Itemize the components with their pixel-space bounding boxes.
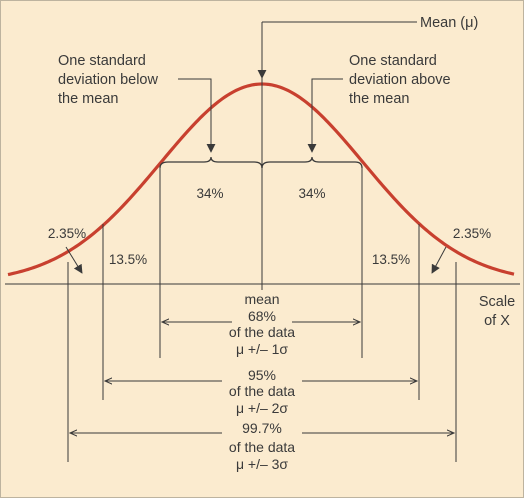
- range-3-desc: of the data: [229, 439, 295, 455]
- mean-mu-label: Mean (μ): [420, 15, 478, 31]
- pct-13-5-right: 13.5%: [372, 252, 410, 267]
- pct-13-5-left: 13.5%: [109, 252, 147, 267]
- below-label-line-1: One standard: [58, 53, 146, 69]
- scale-label-line-2: of X: [484, 313, 510, 329]
- pct-34-right: 34%: [298, 186, 325, 201]
- range-2-desc: of the data: [229, 383, 295, 399]
- range-1-pct: 68%: [248, 308, 276, 324]
- below-label-line-2: deviation below: [58, 72, 158, 88]
- range-1-mask: [232, 290, 292, 356]
- above-label-line-3: the mean: [349, 91, 409, 107]
- range-2-formula: μ +/– 2σ: [236, 400, 288, 416]
- bell-curve: [7, 82, 515, 277]
- below-mean-leader: [178, 78, 216, 153]
- mean-word: mean: [244, 291, 279, 307]
- above-label-line-1: One standard: [349, 53, 437, 69]
- right-tail-arrow: [431, 246, 447, 274]
- pct-34-left: 34%: [196, 186, 223, 201]
- range-2-mask: [222, 366, 302, 416]
- brace-left-34: [159, 156, 263, 169]
- above-mean-leader: [307, 78, 343, 153]
- left-tail-arrow: [65, 246, 83, 274]
- scale-label-line-1: Scale: [479, 294, 515, 310]
- range-3-mask: [222, 420, 302, 472]
- mean-label-mask: [417, 11, 487, 31]
- brace-right-34: [261, 156, 363, 169]
- range-1-desc: of the data: [229, 324, 295, 340]
- below-label-line-3: the mean: [58, 91, 118, 107]
- range-3-pct: 99.7%: [242, 420, 282, 436]
- above-label-line-2: deviation above: [349, 72, 451, 88]
- range-3-formula: μ +/– 3σ: [236, 456, 288, 472]
- range-2-pct: 95%: [248, 367, 276, 383]
- pct-2-35-left: 2.35%: [48, 226, 86, 241]
- range-1-formula: μ +/– 1σ: [236, 341, 288, 357]
- pct-2-35-right: 2.35%: [453, 226, 491, 241]
